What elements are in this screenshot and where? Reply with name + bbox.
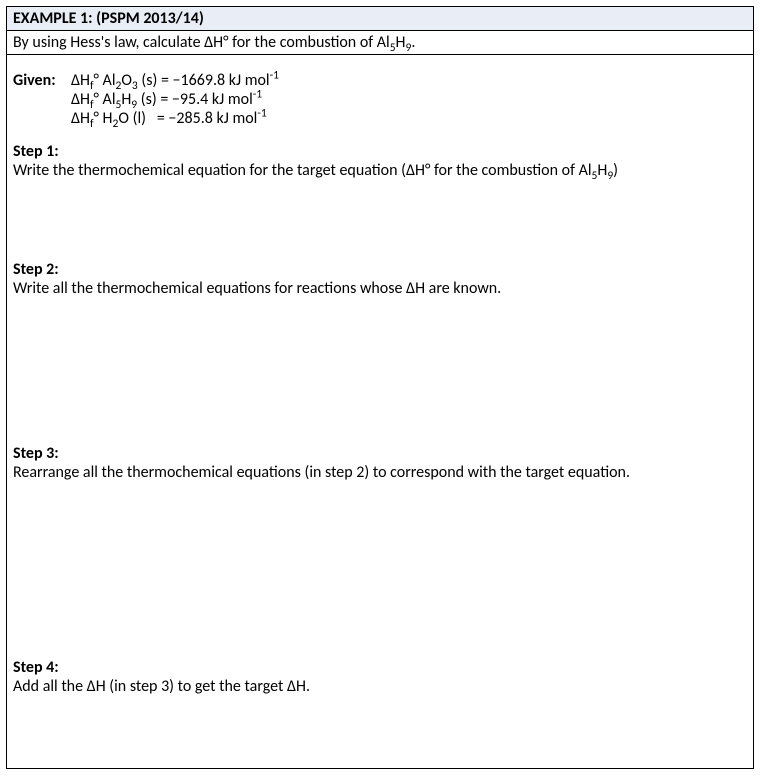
step-3-heading: Step 3: <box>13 444 747 463</box>
step-1: Step 1: Write the thermochemical equatio… <box>13 142 747 254</box>
step-1-body: Write the thermochemical equation for th… <box>13 161 747 180</box>
header-title-source: (PSPM 2013/14) <box>96 9 204 28</box>
step-2: Step 2: Write all the thermochemical equ… <box>13 260 747 438</box>
step-3: Step 3: Rearrange all the thermochemical… <box>13 444 747 652</box>
step-1-heading: Step 1: <box>13 142 747 161</box>
given-block: Given: ΔHf° Al2O3 (s) = −1669.8 kJ mol-1… <box>13 61 747 142</box>
given-label: Given: <box>13 71 71 90</box>
step-2-body: Write all the thermochemical equations f… <box>13 279 747 298</box>
given-indent <box>13 109 71 128</box>
given-line-1: Given: ΔHf° Al2O3 (s) = −1669.8 kJ mol-1 <box>13 71 747 90</box>
given-value-2: ΔHf° Al5H9 (s) = −95.4 kJ mol-1 <box>71 90 262 109</box>
step-4-body: Add all the ΔH (in step 3) to get the ta… <box>13 677 747 696</box>
given-line-3: ΔHf° H2O (l) = −285.8 kJ mol-1 <box>13 109 747 128</box>
page-wrapper: EXAMPLE 1: (PSPM 2013/14) By using Hess'… <box>0 0 760 775</box>
header-title-prefix: EXAMPLE 1: <box>13 9 96 28</box>
body-row: Given: ΔHf° Al2O3 (s) = −1669.8 kJ mol-1… <box>7 55 753 768</box>
example-header: EXAMPLE 1: (PSPM 2013/14) <box>7 7 753 31</box>
given-line-2: ΔHf° Al5H9 (s) = −95.4 kJ mol-1 <box>13 90 747 109</box>
step-2-heading: Step 2: <box>13 260 747 279</box>
prompt-lead: By using Hess's law, calculate ΔH° for t… <box>13 33 377 52</box>
given-value-3: ΔHf° H2O (l) = −285.8 kJ mol-1 <box>71 109 267 128</box>
step-4-heading: Step 4: <box>13 658 747 677</box>
step-3-workspace <box>13 482 747 652</box>
step-4-workspace <box>13 696 747 756</box>
step-1-workspace <box>13 180 747 254</box>
prompt-compound: Al5H9. <box>377 33 416 52</box>
step-4: Step 4: Add all the ΔH (in step 3) to ge… <box>13 658 747 756</box>
example-box: EXAMPLE 1: (PSPM 2013/14) By using Hess'… <box>6 6 754 769</box>
step-2-workspace <box>13 298 747 438</box>
prompt-row: By using Hess's law, calculate ΔH° for t… <box>7 31 753 55</box>
given-value-1: ΔHf° Al2O3 (s) = −1669.8 kJ mol-1 <box>71 71 279 90</box>
given-indent <box>13 90 71 109</box>
step-3-body: Rearrange all the thermochemical equatio… <box>13 463 747 482</box>
